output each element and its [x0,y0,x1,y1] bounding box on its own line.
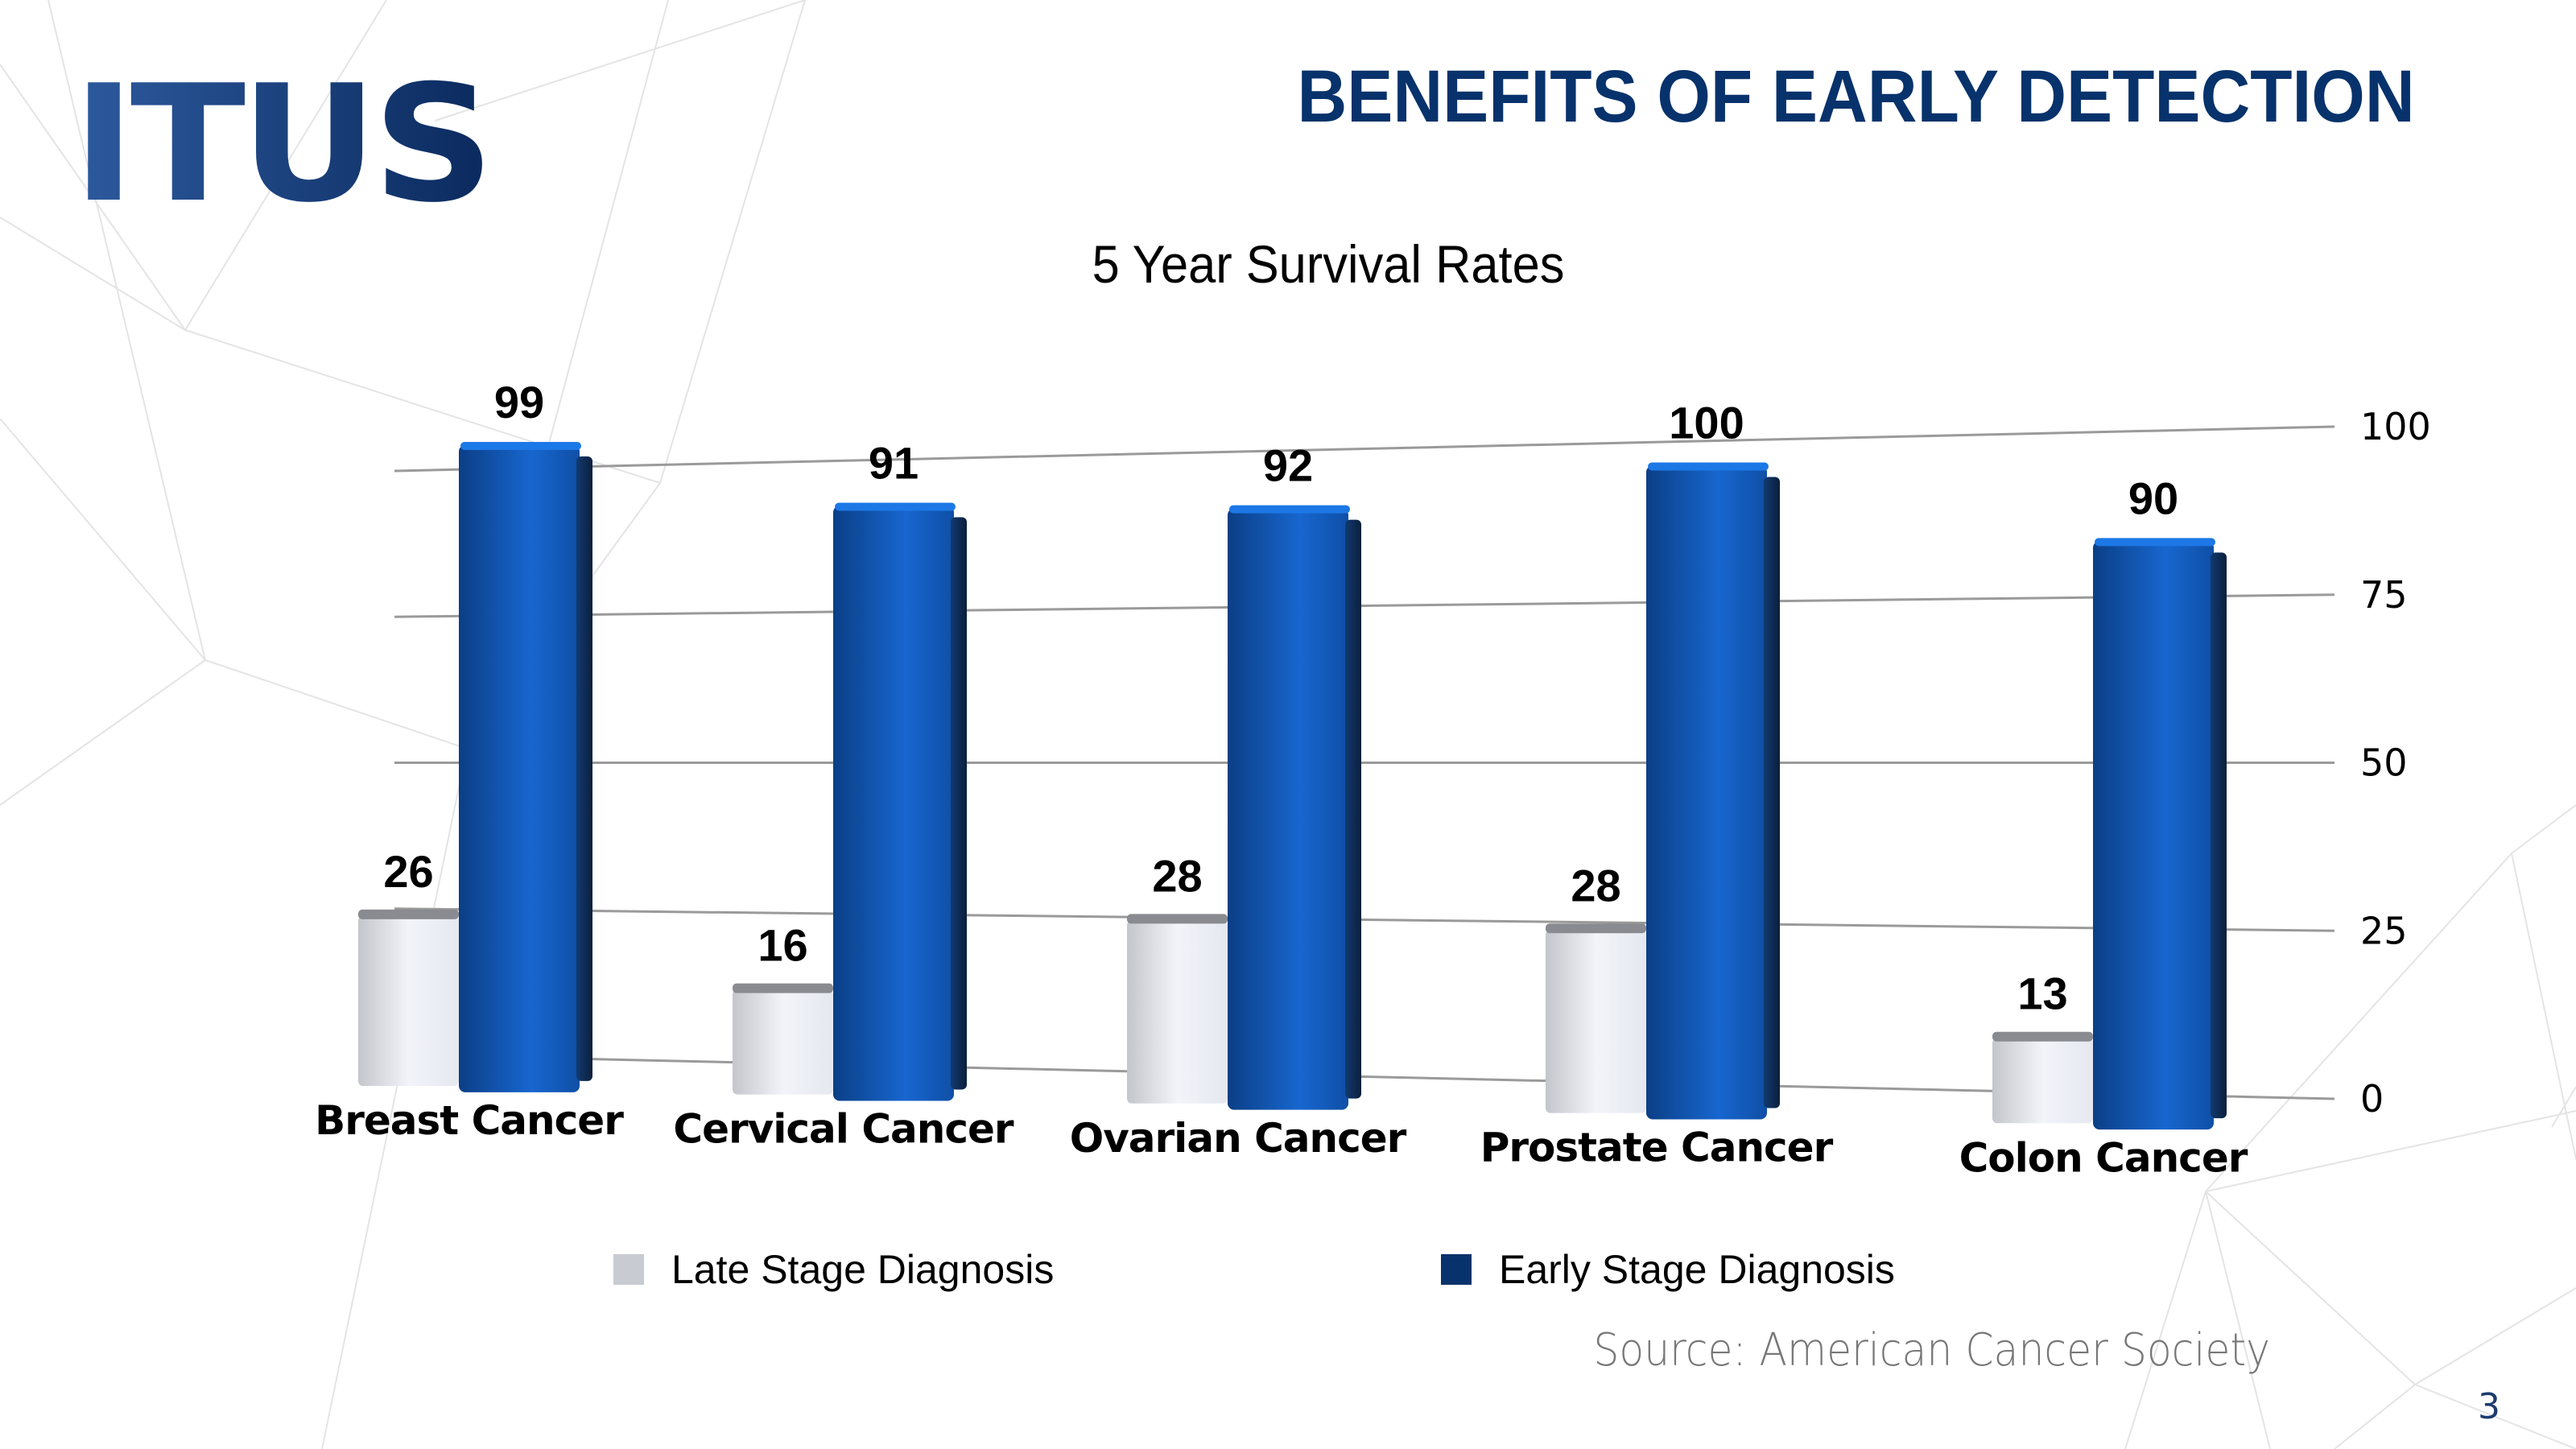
y-tick-label: 0 [2360,1077,2384,1121]
bar-early-stage-side [2211,552,2227,1119]
slide-title: BENEFITS OF EARLY DETECTION [1297,56,2415,138]
gridline-75 [394,593,2335,618]
legend-label-late: Late Stage Diagnosis [671,1247,1055,1292]
bar-early-stage-side [1764,477,1780,1108]
legend-item-early-stage: Early Stage Diagnosis [1441,1246,1895,1293]
data-label-late: 28 [1152,850,1202,901]
bar-late-stage [733,989,833,1095]
x-category-label: Prostate Cancer [1480,1125,1834,1171]
legend-label-early: Early Stage Diagnosis [1499,1247,1895,1292]
bar-early-stage [2093,541,2214,1130]
y-tick-label: 25 [2360,909,2408,952]
y-tick-label: 75 [2360,573,2408,617]
bar-early-stage-top [1229,505,1350,514]
bar-early-stage-side [951,517,967,1090]
bar-early-stage-top [460,441,581,450]
bar-early-stage [1228,508,1348,1110]
legend-item-late-stage: Late Stage Diagnosis [613,1246,1054,1293]
y-tick-label: 50 [2360,741,2408,785]
bar-late-stage-top [1127,914,1228,924]
legend-swatch-late [613,1254,644,1285]
page-number: 3 [2478,1386,2500,1427]
x-category-label: Breast Cancer [315,1097,624,1144]
bar-early-stage-top [2095,538,2215,547]
bar-early-stage [1646,465,1767,1120]
data-label-late: 13 [2017,968,2067,1019]
bar-early-stage-side [576,456,592,1081]
data-label-late: 28 [1571,860,1620,910]
data-label-early: 92 [1263,440,1313,491]
bar-early-stage-top [835,502,956,511]
bar-early-stage-top [1648,462,1769,471]
bar-late-stage [1992,1038,2093,1124]
source-citation: Source: American Cancer Society [1593,1324,2270,1377]
bar-late-stage-top [733,983,833,993]
y-tick-label: 100 [2360,405,2431,448]
data-label-early: 91 [869,438,919,489]
bar-late-stage-top [1992,1031,2093,1042]
data-label-late: 26 [383,846,433,897]
data-label-early: 90 [2128,473,2178,523]
x-category-label: Ovarian Cancer [1070,1115,1407,1162]
bar-late-stage [1127,920,1228,1104]
data-label-late: 16 [758,920,807,971]
data-label-early: 99 [494,377,544,427]
gridline-25 [394,907,2335,932]
bar-early-stage [459,444,580,1092]
x-category-label: Colon Cancer [1959,1134,2248,1181]
legend-swatch-early [1441,1254,1472,1285]
chart-title: 5 Year Survival Rates [1092,234,1565,294]
bar-early-stage [833,506,954,1101]
bar-late-stage [358,915,459,1086]
itus-logo: ITUS [72,51,494,238]
bar-late-stage-top [1546,923,1646,934]
bar-early-stage-side [1345,519,1361,1099]
bar-late-stage [1546,930,1646,1113]
x-category-label: Cervical Cancer [673,1106,1014,1153]
gridline-100 [394,425,2335,473]
bar-late-stage-top [358,909,459,919]
data-label-early: 100 [1669,397,1744,448]
